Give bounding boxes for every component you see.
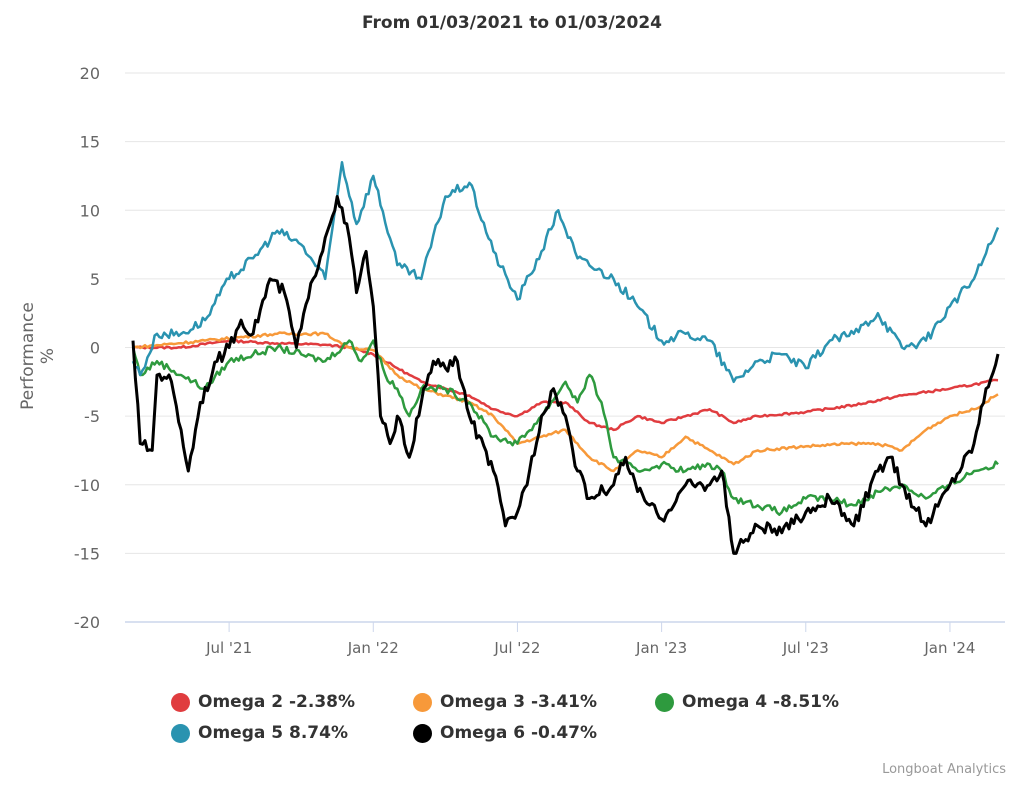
x-tick-label: Jul '21 [205, 639, 252, 657]
legend-label: Omega 2 -2.38% [198, 692, 356, 712]
series-line-omega-3[interactable] [132, 331, 999, 473]
series-marker-icon [171, 692, 190, 712]
legend-label: Omega 6 -0.47% [440, 723, 598, 743]
x-tick-label: Jan '23 [635, 639, 687, 657]
y-tick-label: 20 [80, 64, 100, 83]
legend-item-omega-6[interactable]: Omega 6 -0.47% [413, 723, 597, 743]
series-line-omega-6[interactable] [131, 195, 1000, 555]
legend-item-omega-3[interactable]: Omega 3 -3.41% [413, 692, 597, 712]
y-tick-label: -15 [74, 544, 100, 563]
series-marker-icon [413, 692, 432, 712]
y-tick-label: 5 [90, 270, 100, 289]
y-tick-label: 10 [80, 201, 100, 220]
y-tick-label: -5 [84, 407, 100, 426]
series-line-omega-2[interactable] [132, 338, 999, 432]
y-tick-label: 15 [80, 133, 100, 152]
x-tick-label: Jan '22 [347, 639, 399, 657]
y-tick-label: 0 [90, 339, 100, 358]
series-marker-icon [655, 692, 674, 712]
credits-link[interactable]: Longboat Analytics [882, 762, 1006, 777]
legend-item-omega-2[interactable]: Omega 2 -2.38% [171, 692, 355, 712]
x-tick-label: Jan '24 [923, 639, 975, 657]
legend-label: Omega 3 -3.41% [440, 692, 598, 712]
legend-item-omega-4[interactable]: Omega 4 -8.51% [655, 692, 839, 712]
x-tick-label: Jul '22 [493, 639, 540, 657]
legend-label: Omega 5 8.74% [198, 723, 348, 743]
x-tick-label: Jul '23 [782, 639, 829, 657]
series-marker-icon [171, 723, 190, 743]
y-tick-label: -10 [74, 476, 100, 495]
series-line-omega-5[interactable] [131, 160, 1000, 384]
legend-label: Omega 4 -8.51% [682, 692, 840, 712]
y-tick-label: -20 [74, 613, 100, 632]
series-line-omega-4[interactable] [131, 339, 999, 516]
legend-item-omega-5[interactable]: Omega 5 8.74% [171, 723, 348, 743]
series-marker-icon [413, 723, 432, 743]
chart-title: From 01/03/2021 to 01/03/2024 [362, 13, 662, 33]
